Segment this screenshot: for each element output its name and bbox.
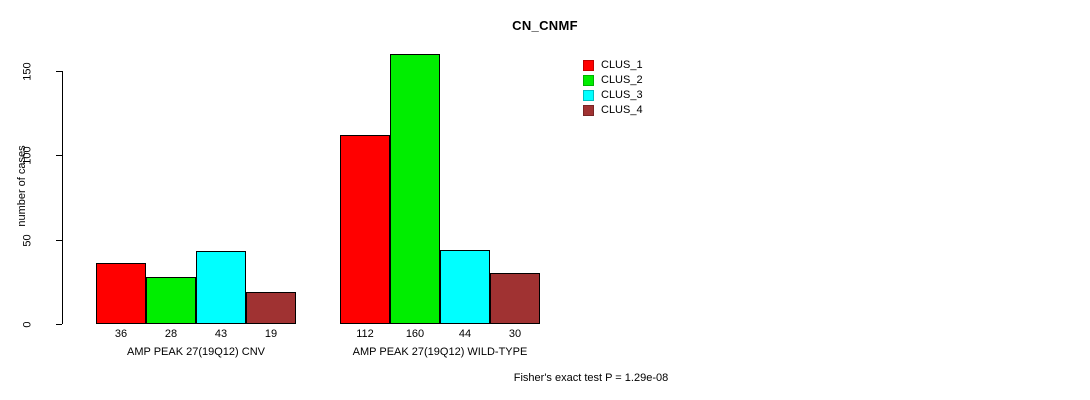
bar-value-label: 160 xyxy=(405,328,425,340)
y-axis-tick xyxy=(56,239,62,241)
x-axis-group-label: AMP PEAK 27(19Q12) WILD-TYPE xyxy=(352,346,528,358)
bar xyxy=(246,292,296,324)
y-axis-line xyxy=(62,71,63,324)
y-axis-tick xyxy=(56,324,62,325)
x-axis-group-label: AMP PEAK 27(19Q12) CNV xyxy=(127,346,265,358)
chart-legend: CLUS_1 CLUS_2 CLUS_3 CLUS_4 xyxy=(583,58,643,118)
bar-value-label: 28 xyxy=(164,328,178,340)
y-axis-tick-label: 150 xyxy=(21,62,34,81)
bar xyxy=(440,250,490,324)
bar xyxy=(196,251,246,324)
legend-item: CLUS_4 xyxy=(583,103,643,118)
legend-item-label: CLUS_2 xyxy=(601,74,643,86)
bar-value-label: 43 xyxy=(214,328,228,340)
bar-value-label: 30 xyxy=(508,328,522,340)
bar xyxy=(146,277,196,324)
bar-value-label: 44 xyxy=(458,328,472,340)
y-axis-tick-label: 100 xyxy=(21,146,34,166)
chart-title: CN_CNMF xyxy=(512,18,578,33)
bar xyxy=(340,135,390,324)
legend-item-label: CLUS_4 xyxy=(601,104,643,116)
statistical-test-annotation: Fisher's exact test P = 1.29e-08 xyxy=(513,372,669,384)
legend-item-label: CLUS_3 xyxy=(601,89,643,101)
legend-color-swatch xyxy=(583,105,594,116)
y-axis-tick xyxy=(56,71,62,72)
legend-color-swatch xyxy=(583,75,594,86)
bar-value-label: 112 xyxy=(356,328,374,340)
bar xyxy=(96,263,146,324)
bar xyxy=(490,273,540,324)
y-axis-tick-label: 50 xyxy=(21,234,34,247)
legend-item: CLUS_1 xyxy=(583,58,643,73)
y-axis-tick-label: 0 xyxy=(21,321,34,328)
bar-value-label: 36 xyxy=(114,328,128,340)
legend-item: CLUS_2 xyxy=(583,73,643,88)
legend-item: CLUS_3 xyxy=(583,88,643,103)
legend-color-swatch xyxy=(583,90,594,101)
legend-item-label: CLUS_1 xyxy=(601,59,643,71)
y-axis-tick xyxy=(56,155,62,157)
legend-color-swatch xyxy=(583,60,594,71)
bar-value-label: 19 xyxy=(264,328,278,340)
bar xyxy=(390,54,440,324)
plot-area: number of cases 0 50 100 150 36 28 43 19 AMP PE… xyxy=(16,54,540,358)
